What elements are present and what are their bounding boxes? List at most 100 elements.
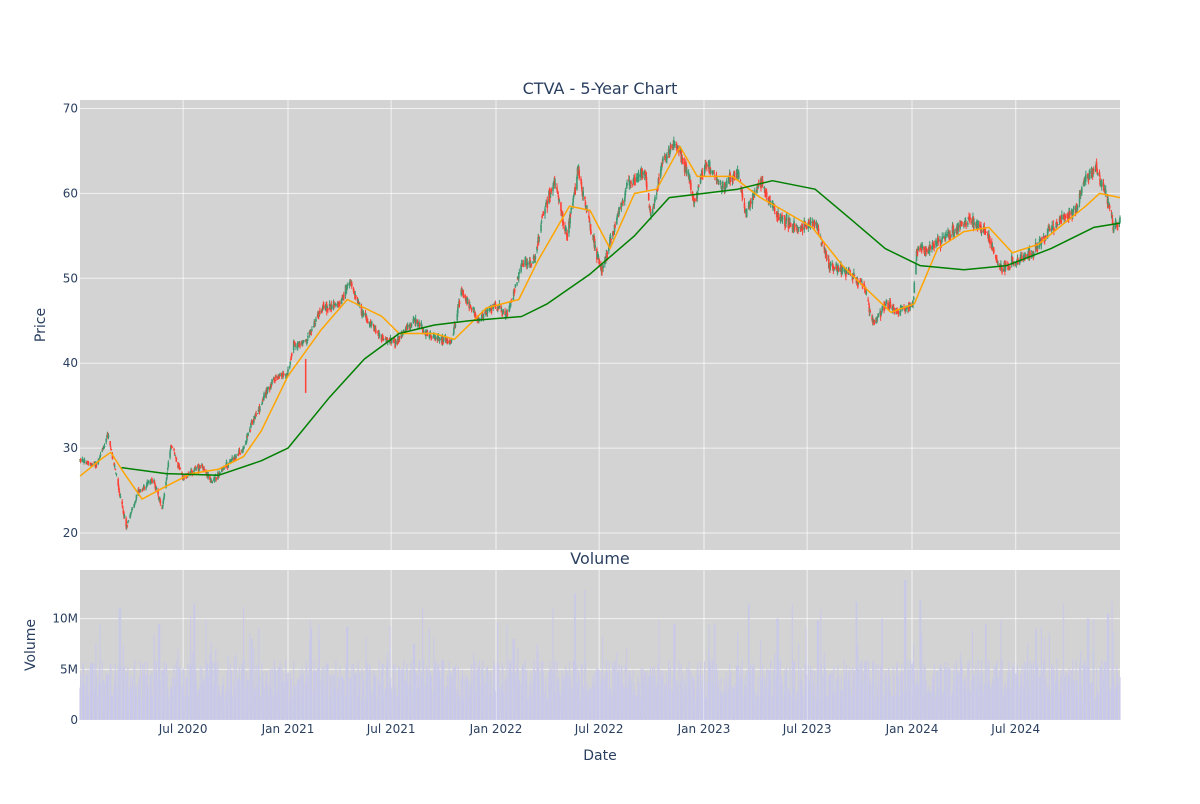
volume-bar bbox=[421, 608, 424, 720]
candle-body bbox=[891, 307, 894, 311]
volume-bar bbox=[729, 663, 731, 720]
volume-bar bbox=[1105, 662, 1107, 720]
volume-bar bbox=[670, 689, 672, 720]
candle-body bbox=[688, 175, 691, 181]
volume-bar bbox=[786, 666, 788, 720]
candle-body bbox=[266, 390, 269, 393]
candle-body bbox=[317, 314, 320, 316]
candle-body bbox=[302, 340, 305, 343]
candle-body bbox=[857, 282, 860, 284]
volume-bar bbox=[474, 661, 476, 720]
volume-bar bbox=[566, 673, 568, 720]
candle-body bbox=[1108, 204, 1110, 208]
candle-body bbox=[944, 238, 946, 241]
candle-body bbox=[980, 229, 983, 233]
candle-body bbox=[863, 283, 865, 287]
candle-body bbox=[1064, 218, 1067, 219]
candle-body bbox=[609, 235, 612, 240]
candle-body bbox=[485, 311, 488, 312]
volume-bar bbox=[255, 665, 257, 720]
candle-body bbox=[720, 186, 722, 188]
candle-body bbox=[744, 210, 747, 213]
volume-bar bbox=[550, 668, 552, 720]
volume-bar bbox=[241, 668, 244, 720]
candle-body bbox=[127, 522, 129, 523]
candle-body bbox=[360, 306, 363, 315]
candle-body bbox=[720, 188, 723, 190]
candle-body bbox=[570, 207, 573, 211]
candle-body bbox=[940, 247, 942, 248]
candle-body bbox=[133, 503, 136, 505]
volume-bar bbox=[913, 669, 915, 720]
volume-bar bbox=[454, 664, 457, 720]
candle-body bbox=[253, 417, 256, 421]
volume-bar bbox=[383, 692, 385, 720]
volume-bar bbox=[183, 695, 185, 720]
candle-body bbox=[797, 227, 800, 229]
candle-body bbox=[213, 478, 216, 481]
volume-bar bbox=[343, 681, 345, 720]
candle-body bbox=[651, 209, 654, 214]
volume-bar bbox=[578, 677, 580, 720]
candle-body bbox=[714, 174, 716, 176]
volume-bar bbox=[409, 669, 411, 720]
candle-body bbox=[661, 161, 664, 164]
candle-body bbox=[237, 454, 240, 456]
candle-body bbox=[490, 306, 493, 314]
candle-body bbox=[943, 235, 945, 239]
volume-bar bbox=[399, 670, 401, 720]
candle-body bbox=[641, 168, 643, 176]
candle-body bbox=[237, 454, 239, 456]
candle-body bbox=[453, 324, 456, 329]
volume-bar bbox=[315, 671, 317, 720]
candle-body bbox=[800, 226, 802, 232]
volume-bar bbox=[861, 683, 864, 720]
candle-body bbox=[675, 143, 678, 149]
candle-body bbox=[624, 190, 627, 196]
candle-body bbox=[1075, 205, 1077, 213]
candle-body bbox=[904, 309, 907, 311]
candle-body bbox=[562, 221, 565, 225]
candle-body bbox=[162, 500, 164, 504]
candle-body bbox=[1116, 224, 1119, 227]
candle-body bbox=[341, 297, 344, 300]
candle-body bbox=[414, 318, 417, 324]
candle-body bbox=[887, 302, 889, 308]
volume-bar bbox=[490, 694, 493, 720]
candle-body bbox=[496, 308, 499, 309]
candle-body bbox=[540, 224, 542, 232]
candle-body bbox=[280, 372, 283, 377]
candle-body bbox=[294, 345, 297, 347]
candle-body bbox=[985, 231, 987, 233]
candle-body bbox=[913, 282, 916, 293]
candle-body bbox=[142, 488, 145, 490]
volume-bar bbox=[82, 665, 85, 720]
candle-body bbox=[957, 223, 959, 232]
volume-bar bbox=[909, 659, 911, 720]
volume-bar bbox=[759, 639, 762, 720]
candle-body bbox=[323, 305, 325, 309]
candle-body bbox=[458, 301, 461, 305]
price-tick-label: 70 bbox=[63, 101, 78, 115]
candle-body bbox=[702, 175, 704, 177]
candle-body bbox=[119, 494, 121, 497]
candle-body bbox=[1007, 265, 1010, 270]
volume-bar bbox=[1077, 692, 1079, 720]
volume-bar bbox=[83, 684, 86, 720]
volume-bar bbox=[171, 676, 173, 720]
candle-body bbox=[713, 172, 716, 174]
volume-bar bbox=[263, 687, 265, 720]
candle-body bbox=[990, 241, 993, 250]
candle-body bbox=[753, 194, 755, 196]
candle-body bbox=[1001, 268, 1003, 273]
candle-body bbox=[828, 259, 830, 269]
candle-body bbox=[1110, 213, 1113, 215]
candle-body bbox=[576, 177, 578, 190]
candle-body bbox=[971, 220, 973, 223]
candle-body bbox=[482, 316, 485, 318]
candle-body bbox=[1060, 220, 1063, 224]
candle-body bbox=[86, 461, 88, 464]
candle-body bbox=[417, 323, 419, 326]
volume-bar bbox=[968, 660, 970, 720]
candle-body bbox=[698, 185, 700, 187]
